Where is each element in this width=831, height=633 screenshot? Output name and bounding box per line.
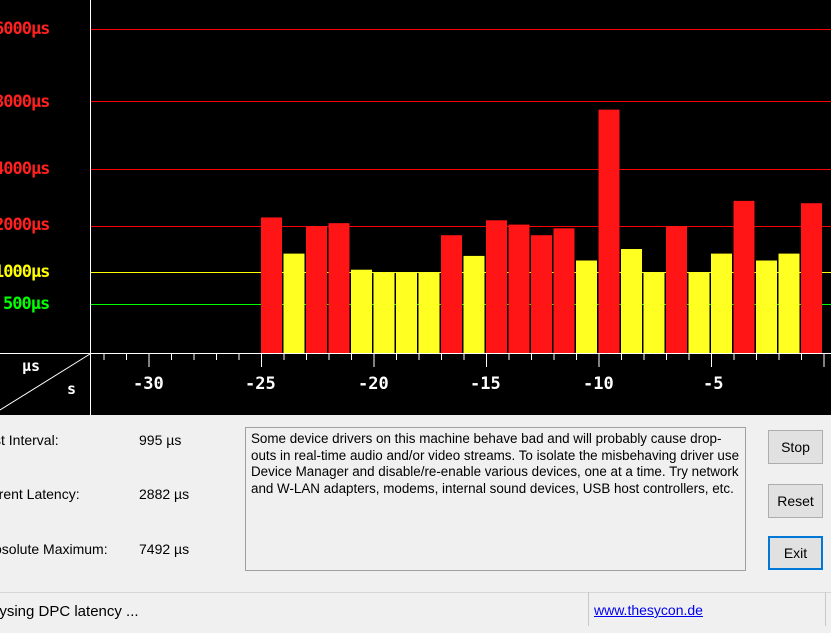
current-latency-label: rrent Latency: [0, 486, 80, 502]
latency-bar-5 [351, 269, 372, 353]
current-latency-value: 2882 µs [139, 486, 190, 502]
website-link[interactable]: www.thesycon.de [594, 602, 703, 618]
latency-bar-3 [306, 226, 327, 353]
latency-bar-4 [328, 223, 350, 353]
latency-bar-2 [283, 253, 305, 353]
latency-bar-10 [463, 255, 485, 353]
latency-chart-plot [0, 0, 831, 415]
latency-bar-24 [778, 253, 800, 353]
y-label-6000: 6000µs [0, 19, 50, 39]
x-tick-label--20: -20 [358, 374, 389, 394]
latency-chart: 6000µs 8000µs 4000µs 2000µs 1000µs 500µs… [0, 0, 831, 415]
latency-bar-6 [373, 272, 395, 353]
y-label-1000: 1000µs [0, 262, 50, 282]
last-interval-value: 995 µs [139, 432, 182, 448]
y-label-500: 500µs [3, 294, 50, 314]
latency-bar-7 [396, 272, 417, 353]
latency-bar-19 [666, 226, 687, 353]
latency-bar-25 [801, 203, 822, 353]
latency-bar-18 [643, 272, 665, 353]
latency-bar-11 [486, 220, 507, 353]
latency-bar-20 [688, 272, 710, 353]
status-bar: lysing DPC latency ... www.thesycon.de [0, 592, 831, 633]
latency-bar-8 [418, 272, 440, 353]
latency-bar-14 [553, 228, 575, 353]
x-tick-label--10: -10 [583, 374, 614, 394]
axis-corner-unit-us: µs [22, 357, 41, 375]
message-box: Some device drivers on this machine beha… [245, 427, 746, 571]
latency-bar-9 [441, 235, 462, 353]
y-label-4000: 4000µs [0, 159, 50, 179]
exit-button[interactable]: Exit [768, 536, 823, 570]
latency-bar-17 [621, 249, 642, 353]
status-text: lysing DPC latency ... [0, 603, 139, 620]
latency-bar-23 [756, 260, 777, 353]
y-label-8000: 8000µs [0, 92, 50, 112]
x-tick-label--15: -15 [470, 374, 501, 394]
latency-bar-21 [711, 253, 732, 353]
latency-bar-12 [508, 224, 530, 353]
absolute-maximum-label: osolute Maximum: [0, 541, 108, 557]
absolute-maximum-value: 7492 µs [139, 541, 190, 557]
latency-bar-1 [261, 217, 282, 353]
latency-bar-13 [531, 235, 552, 353]
y-label-2000: 2000µs [0, 215, 50, 235]
latency-bar-16 [598, 109, 620, 353]
x-tick-label--30: -30 [133, 374, 164, 394]
x-tick-label--25: -25 [245, 374, 276, 394]
stop-button[interactable]: Stop [768, 430, 823, 464]
last-interval-label: st Interval: [0, 432, 59, 448]
status-link-pane: www.thesycon.de [588, 592, 826, 626]
latency-bar-15 [576, 260, 597, 353]
axis-corner-diagonal [0, 353, 91, 411]
latency-bar-22 [733, 200, 755, 353]
x-tick-label--5: -5 [703, 374, 724, 394]
axis-corner-unit-s: s [67, 380, 77, 398]
reset-button[interactable]: Reset [768, 484, 823, 518]
